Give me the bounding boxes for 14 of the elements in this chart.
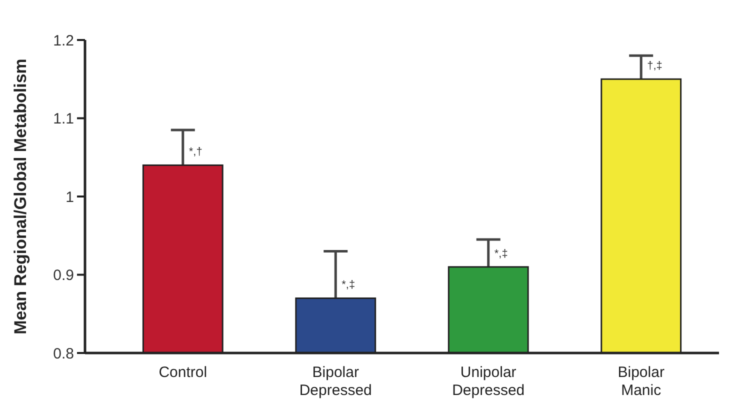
y-tick-label: 0.9 <box>53 267 74 284</box>
x-tick-label: Control <box>158 364 208 381</box>
annotation: *,‡ <box>494 248 508 260</box>
annotation: †,‡ <box>647 60 662 72</box>
y-tick-label: 1 <box>66 188 74 206</box>
annotation: *,† <box>188 146 202 158</box>
y-tick-label: 1.2 <box>53 32 74 50</box>
x-tick-label: Bipolar Manic <box>618 364 664 399</box>
x-tick-label: Bipolar Depressed <box>299 364 372 399</box>
annotation: *,‡ <box>342 279 356 292</box>
y-tick-label: 0.8 <box>53 345 74 362</box>
x-tick-label: Unipolar Depressed <box>452 364 525 399</box>
y-axis-title: Mean Regional/Global Metabolism <box>11 58 30 334</box>
y-tick-label: 1.1 <box>53 110 74 128</box>
